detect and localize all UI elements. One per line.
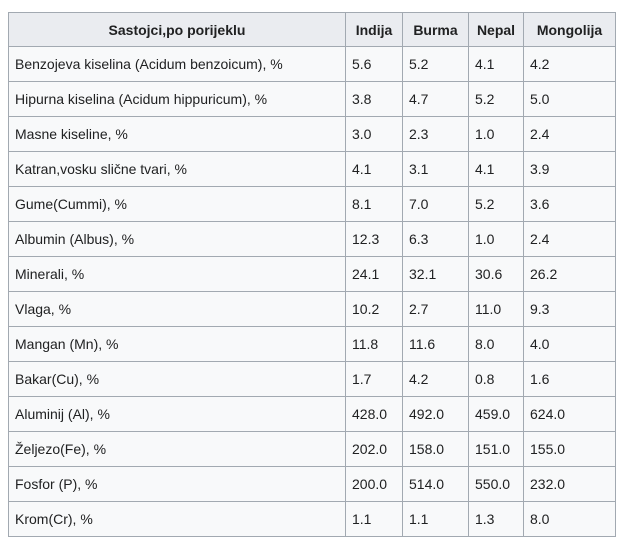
row-label: Minerali, % xyxy=(8,256,346,292)
value-cell: 3.9 xyxy=(523,151,616,187)
header-cell-nepal: Nepal xyxy=(468,12,524,47)
value-cell: 5.0 xyxy=(523,81,616,117)
value-cell: 11.0 xyxy=(468,291,524,327)
row-label: Aluminij (Al), % xyxy=(8,396,346,432)
value-cell: 4.7 xyxy=(402,81,469,117)
row-label: Fosfor (P), % xyxy=(8,466,346,502)
table-row: Vlaga, % 10.2 2.7 11.0 9.3 xyxy=(8,291,616,327)
value-cell: 2.7 xyxy=(402,291,469,327)
ingredients-table: Sastojci,po porijeklu Indija Burma Nepal… xyxy=(8,12,616,537)
value-cell: 151.0 xyxy=(468,431,524,467)
value-cell: 11.6 xyxy=(402,326,469,362)
value-cell: 5.2 xyxy=(468,81,524,117)
table-row: Katran,vosku slične tvari, % 4.1 3.1 4.1 3.9 xyxy=(8,151,616,187)
table-row: Albumin (Albus), % 12.3 6.3 1.0 2.4 xyxy=(8,221,616,257)
row-label: Katran,vosku slične tvari, % xyxy=(8,151,346,187)
table-row: Mangan (Mn), % 11.8 11.6 8.0 4.0 xyxy=(8,326,616,362)
value-cell: 1.0 xyxy=(468,221,524,257)
table-row: Fosfor (P), % 200.0 514.0 550.0 232.0 xyxy=(8,466,616,502)
value-cell: 514.0 xyxy=(402,466,469,502)
row-label: Masne kiseline, % xyxy=(8,116,346,152)
value-cell: 10.2 xyxy=(345,291,403,327)
value-cell: 5.6 xyxy=(345,46,403,82)
value-cell: 26.2 xyxy=(523,256,616,292)
value-cell: 5.2 xyxy=(468,186,524,222)
value-cell: 3.1 xyxy=(402,151,469,187)
value-cell: 1.0 xyxy=(468,116,524,152)
table-body: Benzojeva kiselina (Acidum benzoicum), %… xyxy=(8,46,616,537)
value-cell: 1.7 xyxy=(345,361,403,397)
row-label: Mangan (Mn), % xyxy=(8,326,346,362)
value-cell: 12.3 xyxy=(345,221,403,257)
header-row: Sastojci,po porijeklu Indija Burma Nepal… xyxy=(8,12,616,47)
value-cell: 4.1 xyxy=(468,46,524,82)
value-cell: 492.0 xyxy=(402,396,469,432)
header-cell-burma: Burma xyxy=(402,12,469,47)
value-cell: 4.2 xyxy=(523,46,616,82)
value-cell: 8.0 xyxy=(523,501,616,537)
value-cell: 428.0 xyxy=(345,396,403,432)
value-cell: 1.3 xyxy=(468,501,524,537)
row-label: Gume(Cummi), % xyxy=(8,186,346,222)
value-cell: 550.0 xyxy=(468,466,524,502)
value-cell: 2.4 xyxy=(523,116,616,152)
value-cell: 8.0 xyxy=(468,326,524,362)
header-cell-mongolija: Mongolija xyxy=(523,12,616,47)
value-cell: 2.3 xyxy=(402,116,469,152)
value-cell: 9.3 xyxy=(523,291,616,327)
value-cell: 24.1 xyxy=(345,256,403,292)
row-label: Albumin (Albus), % xyxy=(8,221,346,257)
table-row: Benzojeva kiselina (Acidum benzoicum), %… xyxy=(8,46,616,82)
value-cell: 155.0 xyxy=(523,431,616,467)
value-cell: 11.8 xyxy=(345,326,403,362)
value-cell: 1.1 xyxy=(345,501,403,537)
table-row: Bakar(Cu), % 1.7 4.2 0.8 1.6 xyxy=(8,361,616,397)
header-cell-label: Sastojci,po porijeklu xyxy=(8,12,346,47)
table-row: Gume(Cummi), % 8.1 7.0 5.2 3.6 xyxy=(8,186,616,222)
value-cell: 3.6 xyxy=(523,186,616,222)
table-row: Minerali, % 24.1 32.1 30.6 26.2 xyxy=(8,256,616,292)
value-cell: 624.0 xyxy=(523,396,616,432)
table-header: Sastojci,po porijeklu Indija Burma Nepal… xyxy=(8,12,616,47)
value-cell: 7.0 xyxy=(402,186,469,222)
value-cell: 232.0 xyxy=(523,466,616,502)
value-cell: 3.0 xyxy=(345,116,403,152)
value-cell: 4.1 xyxy=(345,151,403,187)
value-cell: 202.0 xyxy=(345,431,403,467)
value-cell: 3.8 xyxy=(345,81,403,117)
value-cell: 459.0 xyxy=(468,396,524,432)
value-cell: 2.4 xyxy=(523,221,616,257)
row-label: Hipurna kiselina (Acidum hippuricum), % xyxy=(8,81,346,117)
table-row: Krom(Cr), % 1.1 1.1 1.3 8.0 xyxy=(8,501,616,537)
value-cell: 4.2 xyxy=(402,361,469,397)
value-cell: 0.8 xyxy=(468,361,524,397)
value-cell: 30.6 xyxy=(468,256,524,292)
table-row: Masne kiseline, % 3.0 2.3 1.0 2.4 xyxy=(8,116,616,152)
value-cell: 4.0 xyxy=(523,326,616,362)
row-label: Bakar(Cu), % xyxy=(8,361,346,397)
header-cell-indija: Indija xyxy=(345,12,403,47)
value-cell: 32.1 xyxy=(402,256,469,292)
row-label: Krom(Cr), % xyxy=(8,501,346,537)
value-cell: 6.3 xyxy=(402,221,469,257)
value-cell: 158.0 xyxy=(402,431,469,467)
value-cell: 8.1 xyxy=(345,186,403,222)
row-label: Benzojeva kiselina (Acidum benzoicum), % xyxy=(8,46,346,82)
page: Sastojci,po porijeklu Indija Burma Nepal… xyxy=(8,12,616,537)
value-cell: 1.6 xyxy=(523,361,616,397)
row-label: Vlaga, % xyxy=(8,291,346,327)
value-cell: 1.1 xyxy=(402,501,469,537)
table-row: Hipurna kiselina (Acidum hippuricum), % 3… xyxy=(8,81,616,117)
value-cell: 5.2 xyxy=(402,46,469,82)
table-row: Željezo(Fe), % 202.0 158.0 151.0 155.0 xyxy=(8,431,616,467)
table-row: Aluminij (Al), % 428.0 492.0 459.0 624.0 xyxy=(8,396,616,432)
value-cell: 200.0 xyxy=(345,466,403,502)
row-label: Željezo(Fe), % xyxy=(8,431,346,467)
value-cell: 4.1 xyxy=(468,151,524,187)
